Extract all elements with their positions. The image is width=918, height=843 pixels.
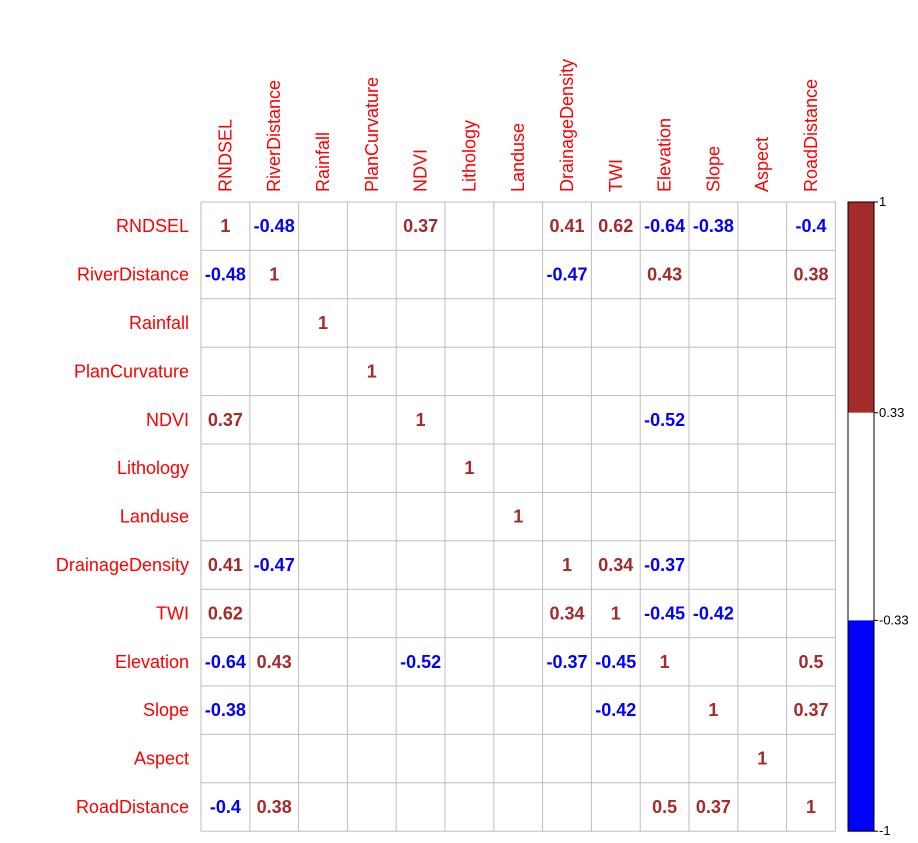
- cell-value: -0.45: [644, 603, 685, 623]
- cell-value: 0.34: [549, 603, 584, 623]
- column-label: RoadDistance: [801, 79, 821, 192]
- cell-value: 0.41: [549, 216, 584, 236]
- colorbar: 1 0.33 -0.33 -1: [847, 194, 909, 838]
- cell-value: 0.37: [403, 216, 438, 236]
- row-label: Rainfall: [129, 313, 189, 333]
- colorbar-tick-label: -1: [879, 823, 891, 838]
- column-labels: RNDSEL RiverDistance Rainfall PlanCurvature…: [215, 59, 821, 192]
- column-label: Landuse: [508, 123, 528, 192]
- column-label: Slope: [703, 146, 723, 192]
- colorbar-border: [847, 201, 875, 832]
- cell-value: 0.38: [793, 265, 828, 285]
- column-label: NDVI: [411, 149, 431, 192]
- column-label: RNDSEL: [215, 119, 235, 192]
- cell-value: 0.43: [647, 265, 682, 285]
- cell-value: 0.62: [598, 216, 633, 236]
- colorbar-tick-label: 1: [879, 194, 886, 209]
- cell-value: 1: [513, 507, 523, 527]
- cell-value: 0.5: [798, 652, 823, 672]
- row-label: PlanCurvature: [74, 361, 189, 381]
- column-label: TWI: [606, 159, 626, 192]
- cell-value: 0.37: [696, 797, 731, 817]
- cell-value: 1: [757, 749, 767, 769]
- cell-value: 1: [220, 216, 230, 236]
- cell-value: -0.38: [693, 216, 734, 236]
- row-label: RiverDistance: [77, 265, 189, 285]
- cell-value: -0.45: [595, 652, 636, 672]
- colorbar-segment: [848, 202, 874, 413]
- colorbar-segment: [848, 412, 874, 621]
- cell-value: -0.42: [595, 700, 636, 720]
- cell-value: 1: [269, 265, 279, 285]
- cell-value: 0.37: [793, 700, 828, 720]
- column-label: Lithology: [459, 120, 479, 192]
- cell-value: 0.5: [652, 797, 677, 817]
- row-label: Aspect: [134, 749, 189, 769]
- colorbar-segment: [848, 620, 874, 832]
- column-label: PlanCurvature: [362, 77, 382, 192]
- column-label: DrainageDensity: [557, 59, 577, 192]
- cell-value: -0.64: [205, 652, 246, 672]
- cell-value: -0.4: [210, 797, 241, 817]
- colorbar-tick-label: 0.33: [879, 405, 904, 420]
- cell-value: -0.4: [795, 216, 826, 236]
- cell-value: 1: [806, 797, 816, 817]
- cell-value: -0.47: [546, 265, 587, 285]
- column-label: Rainfall: [313, 132, 333, 192]
- row-label: Slope: [143, 700, 189, 720]
- cell-value: 0.62: [208, 603, 243, 623]
- cell-value: -0.37: [546, 652, 587, 672]
- cell-value: -0.48: [254, 216, 295, 236]
- column-label: RiverDistance: [264, 80, 284, 192]
- row-label: RoadDistance: [76, 797, 189, 817]
- cell-value: 1: [318, 313, 328, 333]
- cell-value: 1: [660, 652, 670, 672]
- cell-value: -0.64: [644, 216, 685, 236]
- column-label: Elevation: [655, 118, 675, 192]
- cell-value: 0.38: [257, 797, 292, 817]
- cell-value: 1: [416, 410, 426, 430]
- grid: [200, 201, 836, 832]
- row-label: TWI: [156, 603, 189, 623]
- cell-value: 0.43: [257, 652, 292, 672]
- cell-value: -0.42: [693, 603, 734, 623]
- cell-value: 0.37: [208, 410, 243, 430]
- grid-border: [200, 201, 836, 832]
- cell-value: -0.48: [205, 265, 246, 285]
- row-label: Landuse: [120, 507, 189, 527]
- cell-values: 1 -0.48 0.37 0.41 0.62 -0.64 -0.38 -0.4 -0.48 1 -0…: [205, 216, 829, 817]
- cell-value: -0.47: [254, 555, 295, 575]
- cell-value: -0.38: [205, 700, 246, 720]
- column-label: Aspect: [752, 137, 772, 192]
- cell-value: 0.34: [598, 555, 633, 575]
- cell-value: 1: [464, 458, 474, 478]
- row-label: DrainageDensity: [56, 555, 189, 575]
- cell-value: 0.41: [208, 555, 243, 575]
- row-label: Lithology: [117, 458, 189, 478]
- cell-value: 1: [562, 555, 572, 575]
- cell-value: 1: [611, 603, 621, 623]
- row-labels: RNDSEL RiverDistance Rainfall PlanCurvature…: [56, 216, 189, 817]
- row-label: RNDSEL: [116, 216, 189, 236]
- cell-value: 1: [367, 361, 377, 381]
- cell-value: 1: [708, 700, 718, 720]
- colorbar-tick-label: -0.33: [879, 612, 909, 627]
- cell-value: -0.52: [644, 410, 685, 430]
- row-label: Elevation: [115, 652, 189, 672]
- row-label: NDVI: [146, 410, 189, 430]
- cell-value: -0.37: [644, 555, 685, 575]
- cell-value: -0.52: [400, 652, 441, 672]
